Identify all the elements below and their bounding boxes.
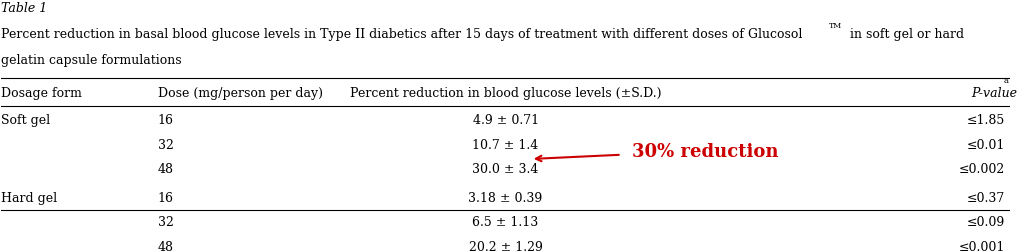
- Text: ≤0.01: ≤0.01: [966, 138, 1004, 151]
- Text: 48: 48: [158, 240, 174, 252]
- Text: 10.7 ± 1.4: 10.7 ± 1.4: [472, 138, 539, 151]
- Text: Percent reduction in blood glucose levels (±S.D.): Percent reduction in blood glucose level…: [350, 86, 661, 99]
- Text: Table 1: Table 1: [1, 3, 47, 15]
- Text: 32: 32: [158, 138, 174, 151]
- Text: 4.9 ± 0.71: 4.9 ± 0.71: [472, 114, 539, 127]
- Text: 16: 16: [158, 191, 174, 204]
- Text: in soft gel or hard: in soft gel or hard: [846, 28, 964, 41]
- Text: ≤1.85: ≤1.85: [966, 114, 1004, 127]
- Text: ≤0.37: ≤0.37: [966, 191, 1004, 204]
- Text: Percent reduction in basal blood glucose levels in Type II diabetics after 15 da: Percent reduction in basal blood glucose…: [1, 28, 803, 41]
- Text: 30% reduction: 30% reduction: [632, 142, 778, 160]
- Text: 20.2 ± 1.29: 20.2 ± 1.29: [468, 240, 542, 252]
- Text: ≤0.09: ≤0.09: [966, 215, 1004, 229]
- Text: 48: 48: [158, 163, 174, 175]
- Text: ≤0.001: ≤0.001: [958, 240, 1004, 252]
- Text: ≤0.002: ≤0.002: [958, 163, 1004, 175]
- Text: Soft gel: Soft gel: [1, 114, 50, 127]
- Text: gelatin capsule formulations: gelatin capsule formulations: [1, 53, 182, 66]
- Text: 30.0 ± 3.4: 30.0 ± 3.4: [472, 163, 539, 175]
- Text: Hard gel: Hard gel: [1, 191, 58, 204]
- Text: Dose (mg/person per day): Dose (mg/person per day): [158, 86, 322, 99]
- Text: TM: TM: [830, 21, 842, 29]
- Text: 16: 16: [158, 114, 174, 127]
- Text: P-value: P-value: [972, 86, 1018, 99]
- Text: a: a: [1003, 77, 1009, 85]
- Text: 32: 32: [158, 215, 174, 229]
- Text: 6.5 ± 1.13: 6.5 ± 1.13: [472, 215, 539, 229]
- Text: 3.18 ± 0.39: 3.18 ± 0.39: [468, 191, 542, 204]
- Text: Dosage form: Dosage form: [1, 86, 82, 99]
